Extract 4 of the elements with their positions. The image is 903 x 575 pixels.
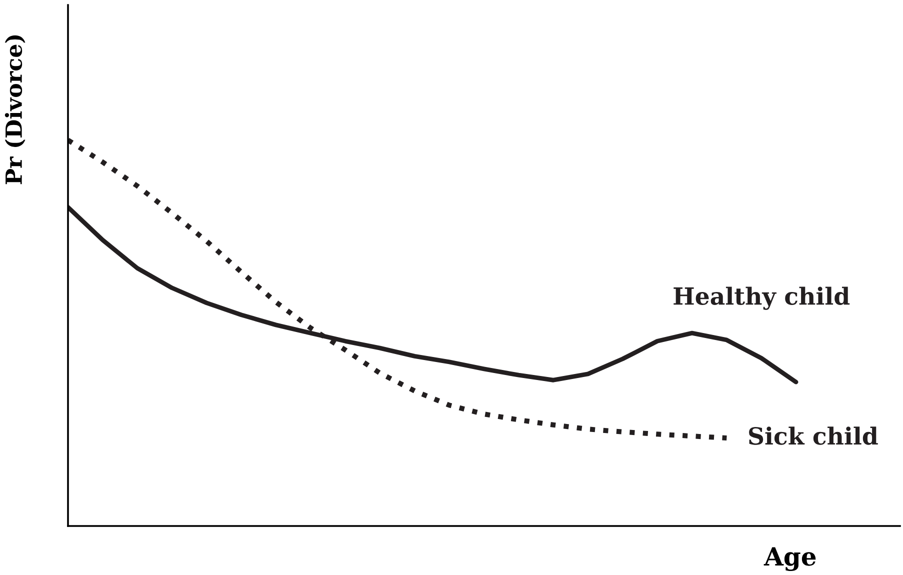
x-axis-title: Age: [764, 547, 816, 572]
series-label: Sick child: [749, 426, 878, 445]
series-label: Healthy child: [674, 286, 850, 310]
y-axis-title: Pr (Divorce): [4, 35, 26, 184]
